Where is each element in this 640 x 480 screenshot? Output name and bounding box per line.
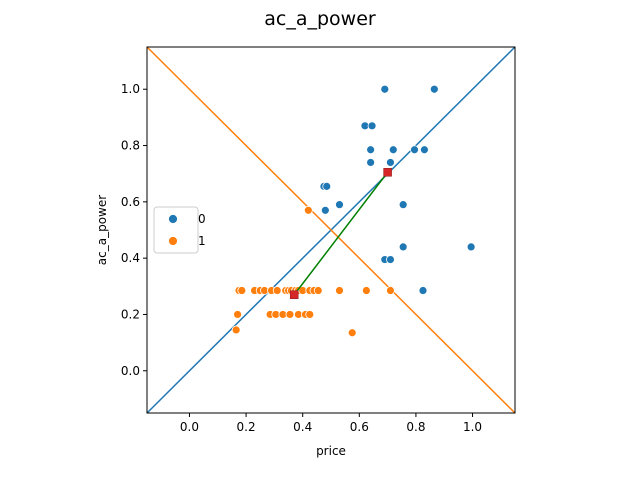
series-1-point <box>303 205 313 215</box>
series-1-point <box>285 310 295 319</box>
connector-line <box>293 171 389 296</box>
series-1-point <box>272 286 282 295</box>
x-tick-label: 1.0 <box>463 420 482 434</box>
plot-marks <box>147 47 515 413</box>
series-0-point <box>466 242 476 252</box>
y-tick-label: 1.0 <box>121 82 140 96</box>
legend: 01 <box>153 206 206 254</box>
series-1-point <box>335 286 344 295</box>
y-tick-label: 0.0 <box>121 364 140 378</box>
series-1-point <box>231 325 241 335</box>
series-0-point <box>335 200 344 210</box>
x-axis-label: price <box>316 444 346 458</box>
series-0-point <box>420 145 429 155</box>
series-0-point <box>366 158 376 167</box>
series-1-point <box>313 286 323 295</box>
series-0-point <box>429 84 439 94</box>
x-tick-label: 0.6 <box>350 420 369 434</box>
y-tick-label: 0.2 <box>121 307 140 321</box>
series-1-point <box>233 310 242 319</box>
series-0-point <box>398 242 408 252</box>
series-1-point <box>361 286 371 295</box>
series-0-point <box>386 255 395 264</box>
series-0-point <box>410 145 419 155</box>
legend-label-0: 0 <box>198 212 206 226</box>
series-0-point <box>366 145 376 155</box>
y-tick-label: 0.4 <box>121 251 140 265</box>
series-0-point <box>398 200 408 210</box>
series-0-point <box>380 84 390 94</box>
series-0-point <box>418 286 428 295</box>
y-tick-label: 0.8 <box>121 139 140 153</box>
diagonal-line-1 <box>147 47 515 413</box>
x-tick-label: 0.2 <box>237 420 256 434</box>
legend-swatch-0 <box>168 214 178 224</box>
series-1-point <box>347 328 357 338</box>
y-tick-label: 0.6 <box>121 195 140 209</box>
highlight-marker-0 <box>289 290 299 300</box>
plot-frame <box>146 46 516 414</box>
legend-swatch-1 <box>168 236 178 246</box>
x-tick-label: 0.0 <box>180 420 199 434</box>
series-1-point <box>386 286 395 295</box>
y-axis-label: ac_a_power <box>95 195 109 265</box>
series-0-point <box>388 145 398 155</box>
series-0-point <box>322 181 332 191</box>
series-0-point <box>367 121 377 131</box>
legend-box <box>153 206 199 254</box>
series-0-point <box>386 158 395 167</box>
x-tick-label: 0.8 <box>406 420 425 434</box>
highlight-marker-1 <box>383 168 392 177</box>
series-1-point <box>237 286 247 295</box>
plot-area: 0.0 0.2 0.4 0.6 0.8 1.0 0.0 0.2 0.4 0.6 0.8 1.0 <box>121 46 516 434</box>
chart-title: ac_a_power <box>264 8 376 30</box>
series-1-point <box>305 310 315 319</box>
legend-label-1: 1 <box>198 234 206 248</box>
x-tick-label: 0.4 <box>293 420 312 434</box>
series-0-point <box>320 205 330 215</box>
